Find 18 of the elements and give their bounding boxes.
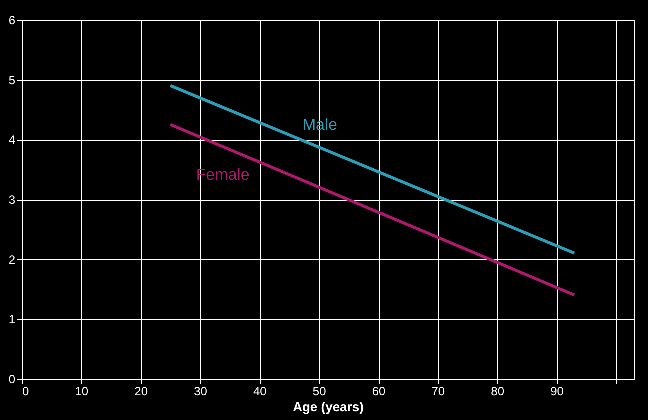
y-tick-label: 3 (8, 193, 16, 207)
y-tick-label: 2 (8, 252, 16, 267)
x-tick-label: 80 (491, 384, 505, 398)
x-tick-label: 50 (312, 384, 327, 398)
x-tick-label: 10 (75, 384, 89, 398)
y-tick-label: 4 (8, 133, 16, 148)
x-tick-label: 70 (432, 384, 446, 398)
y-tick-label: 1 (8, 312, 16, 327)
y-tick-label: 0 (8, 372, 16, 386)
x-tick-label: 40 (253, 384, 268, 398)
x-tick-label: 30 (194, 384, 208, 398)
x-tick-label: 20 (134, 384, 148, 398)
y-tick-label: 6 (8, 14, 16, 28)
x-tick-label: 60 (372, 384, 386, 398)
x-tick-label: 90 (550, 384, 564, 398)
x-tick-label: 0 (22, 384, 30, 398)
x-axis-title: Age (years) (293, 400, 364, 414)
y-tick-label: 5 (8, 73, 16, 88)
